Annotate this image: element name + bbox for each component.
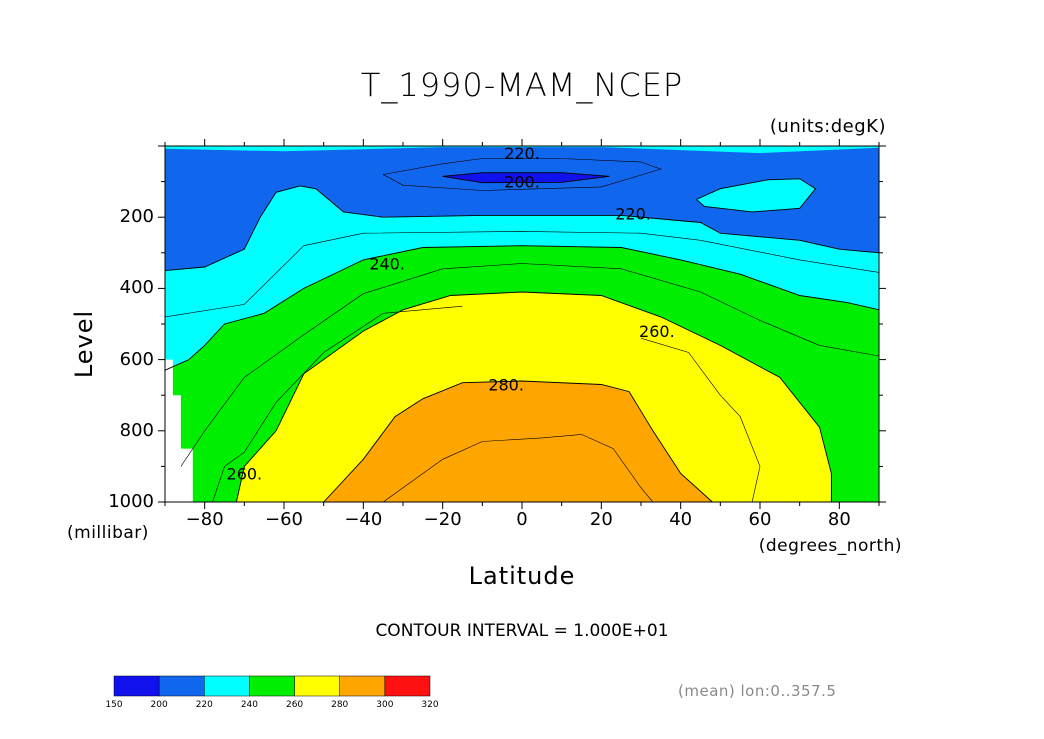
x-tick-label: −20 bbox=[423, 509, 462, 530]
y-units-label: (millibar) bbox=[67, 523, 149, 543]
x-tick-label: 20 bbox=[589, 509, 613, 530]
contour-line-250 bbox=[180, 263, 880, 467]
contour-interval-text: CONTOUR INTERVAL = 1.000E+01 bbox=[375, 621, 669, 641]
contour-label: 200. bbox=[504, 173, 540, 192]
colorbar-tick-label: 200 bbox=[150, 700, 168, 710]
contour-line-200 bbox=[442, 172, 610, 184]
band-280-300 bbox=[323, 381, 713, 502]
contour-label: 260. bbox=[227, 465, 263, 484]
contour-line-270b bbox=[640, 337, 761, 503]
colorbar-tick-label: 320 bbox=[421, 700, 439, 710]
x-tick-label: 0 bbox=[516, 509, 528, 530]
x-tick-label: −80 bbox=[185, 509, 224, 530]
colorbar-tick-label: 280 bbox=[331, 700, 349, 710]
band-220-240-island bbox=[696, 178, 816, 212]
x-units-label: (degrees_north) bbox=[758, 536, 902, 556]
colorbar-swatch bbox=[294, 675, 340, 697]
colorbar-tick-label: 300 bbox=[376, 700, 394, 710]
contour-line-230 bbox=[164, 231, 880, 318]
x-tick-label: −60 bbox=[265, 509, 303, 530]
band-220-240-top bbox=[165, 146, 879, 154]
contour-label: 220. bbox=[504, 144, 540, 163]
contour-line-210 bbox=[382, 158, 662, 191]
y-tick-label: 200 bbox=[119, 206, 154, 228]
x-tick-label: 40 bbox=[669, 509, 693, 530]
colorbar-tick-label: 150 bbox=[105, 700, 123, 710]
x-tick-label: −40 bbox=[344, 509, 383, 530]
colorbar-swatch bbox=[158, 675, 205, 697]
contour-label: 240. bbox=[369, 254, 405, 273]
contour-line-220 bbox=[164, 185, 880, 272]
x-tick-label: 80 bbox=[827, 509, 851, 530]
terrain-mask bbox=[165, 359, 193, 502]
contour-line-220-island bbox=[696, 178, 817, 213]
colorbar-swatch bbox=[339, 675, 386, 697]
colorbar-swatch bbox=[384, 675, 431, 697]
contour-line-260 bbox=[235, 291, 832, 503]
x-tick-label: 60 bbox=[748, 509, 772, 530]
contour-label: 280. bbox=[488, 376, 524, 395]
y-tick-label: 1000 bbox=[108, 491, 154, 512]
contour-line-270a bbox=[212, 305, 463, 503]
contour-line-240 bbox=[164, 245, 880, 371]
units-label: (units:degK) bbox=[769, 116, 886, 137]
y-tick-label: 400 bbox=[119, 277, 154, 299]
colorbar-swatch bbox=[249, 675, 295, 697]
chart-title: T_1990-MAM_NCEP bbox=[360, 66, 684, 104]
x-axis-label: Latitude bbox=[468, 562, 576, 590]
colorbar-tick-label: 240 bbox=[240, 700, 259, 710]
y-tick-label: 800 bbox=[119, 419, 154, 441]
contour-label: 220. bbox=[615, 205, 651, 224]
colorbar-tick-label: 220 bbox=[195, 700, 213, 710]
colorbar-tick-label: 260 bbox=[285, 700, 304, 710]
contour-line-280 bbox=[323, 380, 713, 503]
band-lt-200 bbox=[442, 172, 610, 183]
colorbar-swatch bbox=[204, 675, 250, 697]
contour-line-290 bbox=[383, 434, 654, 503]
mean-lon-note: (mean) lon:0..357.5 bbox=[678, 682, 837, 700]
y-tick-label: 600 bbox=[119, 348, 154, 370]
colorbar-swatch bbox=[113, 675, 160, 697]
contour-label: 260. bbox=[639, 322, 675, 341]
